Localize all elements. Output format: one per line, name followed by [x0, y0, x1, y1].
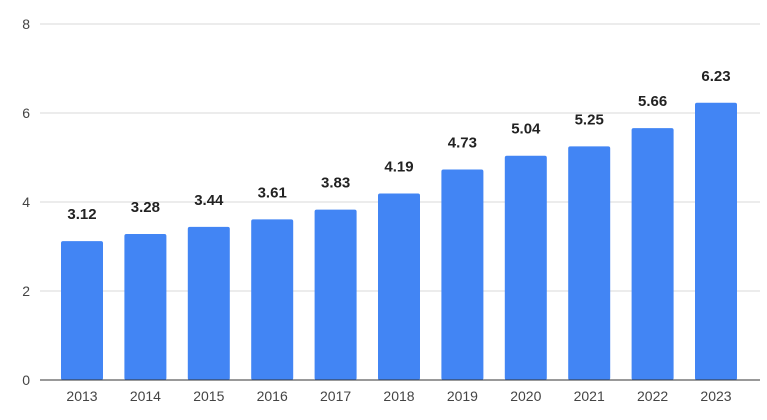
x-tick-label: 2013: [66, 388, 97, 404]
x-tick-label: 2023: [700, 388, 731, 404]
x-tick-label: 2014: [130, 388, 161, 404]
y-tick-label: 0: [22, 372, 30, 388]
x-tick-label: 2017: [320, 388, 351, 404]
y-tick-label: 8: [22, 16, 30, 32]
data-label-2022: 5.66: [638, 93, 667, 110]
bar-2013: [61, 241, 103, 380]
x-tick-label: 2018: [383, 388, 414, 404]
y-axis-ticks: 0 2 4 6 8: [22, 16, 30, 388]
x-tick-label: 2016: [257, 388, 288, 404]
data-label-2015: 3.44: [194, 192, 224, 209]
data-label-2013: 3.12: [67, 206, 96, 223]
y-tick-label: 6: [22, 105, 30, 121]
x-tick-label: 2021: [574, 388, 605, 404]
data-label-2020: 5.04: [511, 121, 541, 138]
bar-2014: [124, 234, 167, 380]
x-tick-label: 2022: [637, 388, 668, 404]
x-tick-label: 2019: [447, 388, 478, 404]
bar-2019: [441, 169, 484, 380]
data-label-2016: 3.61: [258, 184, 287, 201]
bar-2018: [378, 193, 420, 380]
x-tick-label: 2015: [193, 388, 224, 404]
bar-2020: [504, 155, 547, 380]
bar-2015: [187, 226, 230, 380]
data-label-2023: 6.23: [701, 68, 730, 85]
y-tick-label: 4: [22, 194, 30, 210]
bars: [61, 102, 737, 380]
data-label-2019: 4.73: [448, 135, 477, 152]
y-tick-label: 2: [22, 283, 30, 299]
data-label-2021: 5.25: [575, 111, 604, 128]
data-label-2017: 3.83: [321, 175, 350, 192]
bar-2017: [314, 209, 357, 380]
x-axis-ticks: 2013 2014 2015 2016 2017 2018 2019 2020 2021 2022…: [66, 388, 731, 404]
bar-2023: [695, 102, 737, 380]
bar-2016: [251, 219, 294, 380]
data-labels: 3.12 3.28 3.44 3.61 3.83 4.19 4.73 5.04 5.25 5.66…: [67, 68, 730, 223]
data-label-2014: 3.28: [131, 199, 160, 216]
bar-2021: [568, 146, 611, 380]
data-label-2018: 4.19: [384, 159, 413, 176]
x-tick-label: 2020: [510, 388, 541, 404]
bar-2022: [631, 128, 674, 380]
